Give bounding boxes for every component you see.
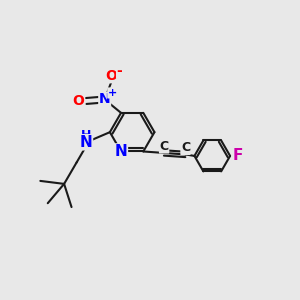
Text: N: N [115, 144, 128, 159]
Text: H: H [81, 129, 91, 142]
Text: C: C [181, 141, 190, 154]
Text: N: N [80, 135, 92, 150]
Text: O: O [105, 69, 117, 83]
Text: N: N [99, 92, 110, 106]
Text: F: F [232, 148, 243, 164]
Text: C: C [160, 140, 169, 153]
Text: -: - [117, 64, 122, 78]
Text: +: + [108, 88, 117, 98]
Text: O: O [73, 94, 85, 108]
